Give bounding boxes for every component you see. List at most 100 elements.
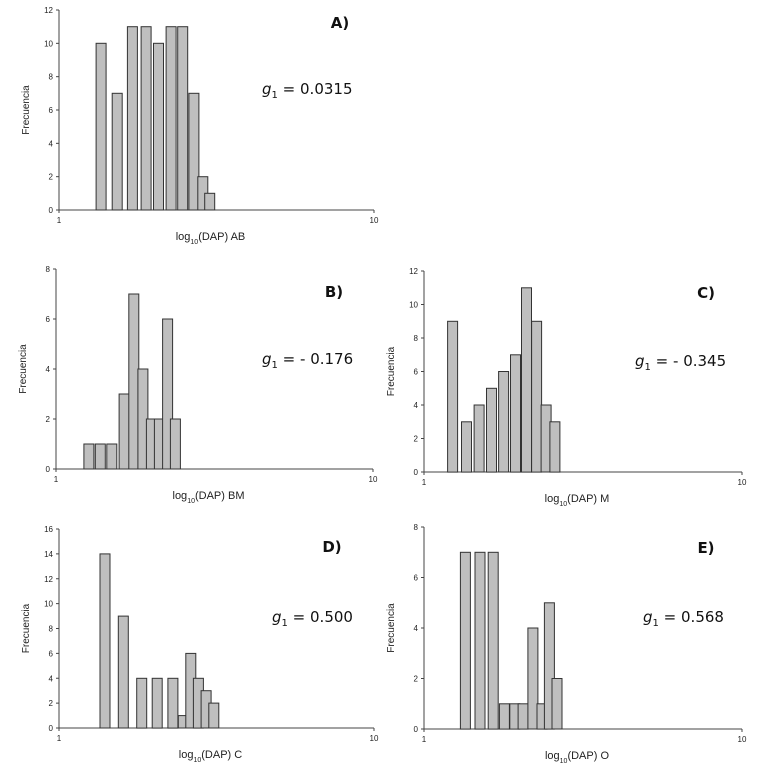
- chart-panel-e: 0 2 4 6 8 1 10 Frecuencia log10(DAP) O E) g1 = 0.5…: [386, 523, 747, 765]
- histogram-bar: [447, 320, 459, 473]
- y-tick-label: 2: [46, 415, 51, 424]
- histogram-bar: [117, 615, 129, 729]
- histogram-bar: [118, 393, 130, 470]
- histogram-bar: [474, 551, 486, 730]
- histogram-bar: [549, 421, 561, 473]
- y-tick-label: 6: [49, 106, 54, 115]
- y-tick-label: 8: [46, 265, 51, 274]
- y-tick-label: 14: [44, 550, 53, 559]
- histogram-bar: [83, 443, 95, 470]
- x-tick-label: 10: [370, 216, 379, 225]
- histogram-bar: [126, 26, 138, 211]
- y-tick-label: 8: [49, 625, 54, 634]
- panel-label: A): [331, 14, 349, 32]
- y-axis-label: Frecuencia: [386, 346, 397, 396]
- histogram-bar: [95, 42, 107, 211]
- chart-panel-a: 0 2 4 6 8 10 12 1 10 Frecuencia log10(DAP) AB A) g1 …: [21, 6, 379, 246]
- y-tick-label: 8: [49, 73, 54, 82]
- y-tick-label: 10: [44, 600, 53, 609]
- y-tick-label: 0: [414, 725, 419, 734]
- histogram-bar: [487, 551, 499, 730]
- histogram-bar: [208, 702, 220, 729]
- y-tick-label: 0: [49, 724, 54, 733]
- y-axis-label: Frecuencia: [21, 85, 32, 135]
- y-tick-label: 4: [414, 401, 419, 410]
- y-tick-label: 10: [409, 301, 418, 310]
- y-axis-label: Frecuencia: [386, 603, 397, 653]
- histogram-bar: [188, 92, 200, 211]
- y-tick-label: 12: [409, 267, 418, 276]
- y-tick-label: 4: [49, 139, 54, 148]
- x-axis-label: log10(DAP) C: [179, 749, 242, 764]
- skewness-annotation: g1 = 0.568: [643, 608, 724, 629]
- histogram-bar: [128, 293, 140, 470]
- y-tick-label: 0: [46, 465, 51, 474]
- histogram-bar: [111, 92, 123, 211]
- skewness-annotation: g1 = 0.0315: [262, 80, 353, 101]
- x-axis-label: log10(DAP) AB: [176, 231, 246, 246]
- y-tick-label: 0: [49, 206, 54, 215]
- y-tick-label: 10: [44, 39, 53, 48]
- histogram-bar: [167, 677, 179, 729]
- histogram-bar: [162, 318, 174, 470]
- histogram-bar: [204, 192, 216, 211]
- panel-label: B): [325, 283, 343, 301]
- y-tick-label: 6: [414, 368, 419, 377]
- y-tick-label: 12: [44, 575, 53, 584]
- x-axis-label: log10(DAP) BM: [173, 490, 245, 505]
- chart-panel-d: 0 2 4 6 8 10 12 14 16 1 10 Frecuencia log10(DAP) C D)…: [21, 525, 379, 764]
- histogram-bar: [140, 26, 152, 211]
- x-tick-label: 1: [57, 734, 62, 743]
- histogram-bar: [165, 26, 177, 211]
- histogram-bar: [527, 627, 539, 730]
- histogram-bar: [106, 443, 118, 470]
- histogram-bar: [498, 703, 510, 730]
- y-axis-label: Frecuencia: [21, 603, 32, 653]
- y-tick-label: 4: [49, 674, 54, 683]
- histogram-bar: [459, 551, 471, 730]
- panel-label: E): [697, 539, 714, 557]
- y-axis-label: Frecuencia: [18, 344, 29, 394]
- x-tick-label: 1: [54, 475, 59, 484]
- histogram-bar: [498, 371, 510, 473]
- y-tick-label: 0: [414, 468, 419, 477]
- y-tick-label: 6: [49, 649, 54, 658]
- y-tick-label: 12: [44, 6, 53, 15]
- y-tick-label: 6: [414, 574, 419, 583]
- histogram-bar: [169, 418, 181, 470]
- histogram-bar: [136, 677, 148, 729]
- x-tick-label: 1: [57, 216, 62, 225]
- y-tick-label: 2: [49, 173, 54, 182]
- x-axis-label: log10(DAP) O: [545, 750, 609, 765]
- x-tick-label: 1: [422, 478, 427, 487]
- histogram-bar: [153, 42, 164, 211]
- chart-panel-c: 0 2 4 6 8 10 12 1 10 Frecuencia log10(DAP) M C) g1 =…: [386, 267, 747, 508]
- histogram-bar: [486, 387, 497, 473]
- skewness-annotation: g1 = 0.500: [272, 608, 353, 629]
- x-tick-label: 10: [369, 475, 378, 484]
- histogram-bar: [473, 404, 485, 473]
- histogram-bar: [177, 26, 189, 211]
- y-tick-label: 2: [49, 699, 54, 708]
- histogram-bar: [531, 320, 543, 473]
- histogram-bar: [151, 677, 163, 729]
- histogram-bar: [510, 354, 521, 473]
- y-tick-label: 4: [414, 624, 419, 633]
- y-tick-label: 8: [414, 334, 419, 343]
- panel-label: D): [322, 538, 341, 556]
- x-axis-label: log10(DAP) M: [545, 493, 610, 508]
- y-tick-label: 8: [414, 523, 419, 532]
- y-tick-label: 2: [414, 675, 419, 684]
- histogram-bar: [521, 287, 532, 473]
- y-tick-label: 2: [414, 435, 419, 444]
- histogram-bar: [99, 553, 111, 729]
- histogram-bar: [551, 678, 563, 730]
- panel-label: C): [697, 284, 715, 302]
- histogram-bar: [94, 443, 106, 470]
- histogram-bar: [543, 602, 555, 730]
- chart-panel-b: 0 2 4 6 8 1 10 Frecuencia log10(DAP) BM B) g1 = - …: [18, 265, 378, 505]
- x-tick-label: 1: [422, 735, 427, 744]
- y-tick-label: 4: [46, 365, 51, 374]
- skewness-annotation: g1 = - 0.176: [262, 350, 353, 371]
